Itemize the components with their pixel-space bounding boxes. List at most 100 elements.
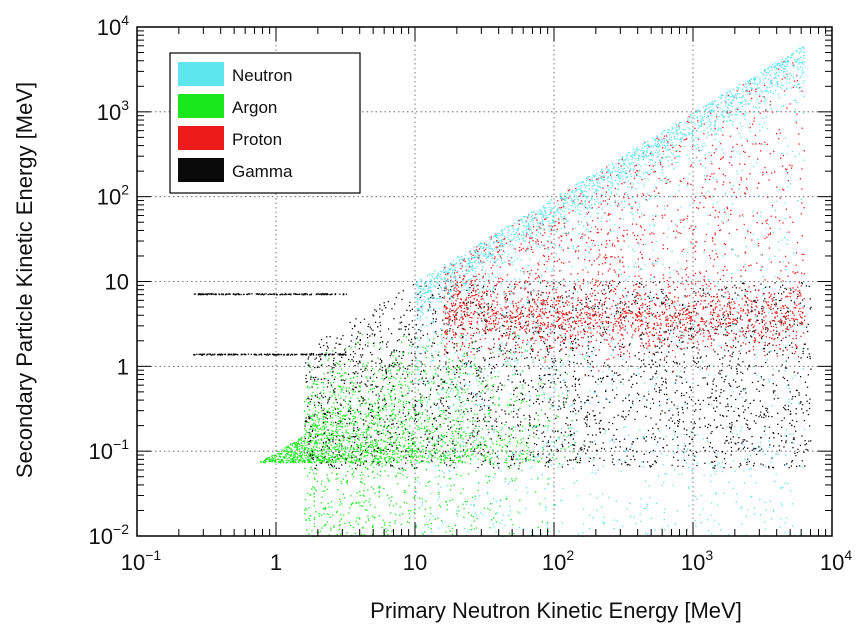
data-point [696,357,698,359]
data-point [294,455,297,457]
data-point [371,444,373,446]
data-point [697,384,699,387]
data-point [643,370,645,373]
data-point [567,424,569,426]
data-point [463,413,466,415]
data-point [776,352,778,355]
data-point [569,430,571,432]
data-point [577,394,579,396]
data-point [665,425,667,427]
data-point [394,441,397,444]
data-point [449,489,452,491]
data-point [595,422,597,424]
data-point [357,331,360,333]
data-point [434,417,436,419]
data-point [420,373,422,375]
data-point [693,410,696,412]
data-point [365,428,367,431]
data-point [479,443,482,445]
data-point [397,483,399,485]
data-point [335,351,337,354]
data-point [544,413,546,415]
data-point [310,454,312,456]
data-point [317,430,319,433]
data-point [583,440,586,442]
data-point [320,462,322,464]
data-point [559,374,561,376]
data-point [356,492,358,494]
data-point [402,352,404,354]
data-point [322,421,325,424]
data-point [362,400,364,402]
data-point [749,350,751,352]
data-point [504,444,506,446]
data-point [344,418,346,421]
data-point [730,446,732,449]
data-point [532,451,534,453]
data-point [450,463,452,466]
data-point [759,449,761,452]
data-point [760,411,762,413]
data-point [754,448,756,450]
data-point [498,404,500,407]
data-point [738,415,741,417]
data-point [391,444,393,447]
data-point [471,302,473,304]
data-point [672,456,675,458]
data-point [307,475,309,477]
data-point [364,451,366,453]
data-point [709,446,711,448]
data-point [809,355,811,358]
data-point [359,464,361,467]
data-point [297,440,299,443]
data-point [565,336,567,338]
data-point [469,463,472,465]
data-point [785,288,788,290]
data-point [519,458,521,460]
data-point [482,287,484,289]
data-point [405,450,407,452]
data-point [592,346,594,349]
data-point [424,352,426,354]
data-point [654,460,656,462]
data-point [299,438,301,440]
data-point [448,361,450,363]
data-point [526,400,528,403]
data-point [516,413,518,415]
data-point [498,355,500,358]
data-point [322,396,324,399]
data-point [403,401,405,403]
data-point [715,455,717,458]
data-point [601,292,604,295]
data-point [709,305,712,307]
data-point [440,413,442,416]
data-point [488,406,490,409]
data-point [467,426,469,429]
data-point [745,300,747,303]
data-point [408,435,410,438]
data-point [699,403,701,405]
data-point [371,405,374,407]
data-point [805,285,808,287]
data-point [661,345,663,347]
data-point [377,402,379,404]
data-point [648,452,651,454]
data-point [290,453,293,456]
data-point [321,453,323,455]
data-point [514,347,517,350]
data-point [350,397,352,399]
data-point [344,425,346,427]
data-point [328,457,331,459]
data-point [274,461,276,463]
data-point [316,414,319,416]
data-point [330,449,332,451]
data-point [391,423,393,426]
data-point [483,507,485,509]
data-point [285,450,287,452]
data-point [322,415,324,417]
data-point [417,309,419,312]
data-point [516,396,518,398]
data-point [426,429,428,431]
data-point [498,398,500,400]
data-point [527,384,530,386]
